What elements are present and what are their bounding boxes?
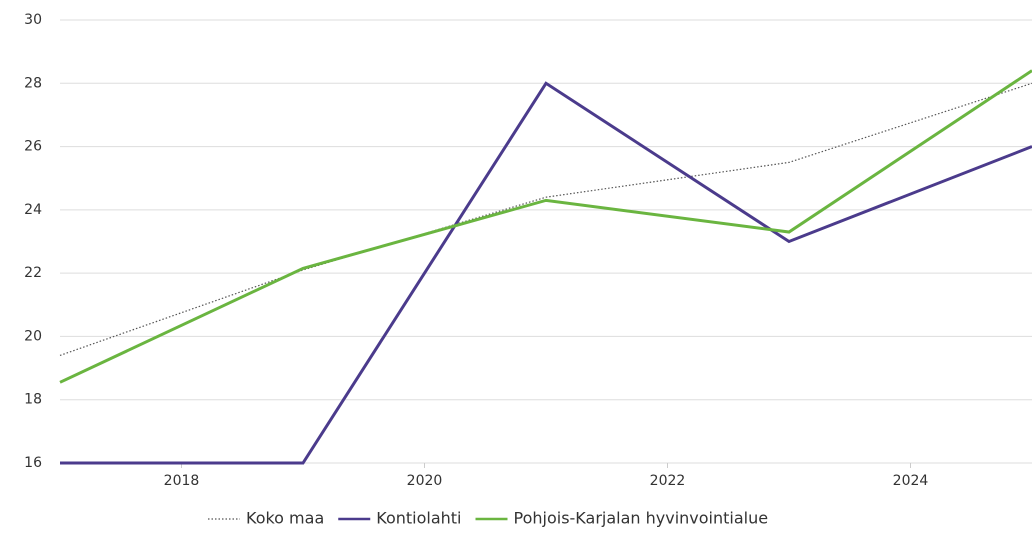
- x-tick-label: 2020: [407, 473, 443, 489]
- legend-label: Kontiolahti: [376, 509, 461, 528]
- y-tick-label: 24: [24, 202, 42, 218]
- x-tick-label: 2022: [650, 473, 686, 489]
- y-tick-label: 16: [24, 455, 42, 471]
- x-tick-label: 2018: [164, 473, 200, 489]
- legend: Koko maa Kontiolahti Pohjois-Karjalan hyvi…: [208, 509, 768, 528]
- y-tick-label: 18: [24, 392, 42, 408]
- series-line: [59, 82, 1032, 356]
- legend-label: Pohjois-Karjalan hyvinvointialue: [514, 509, 769, 528]
- series-line: [60, 81, 1032, 465]
- series-line: [59, 69, 1032, 384]
- y-tick-label: 20: [24, 328, 42, 344]
- y-tick-label: 22: [24, 265, 42, 281]
- y-tick-label: 28: [24, 75, 42, 91]
- y-tick-label: 26: [24, 139, 42, 155]
- x-tick-label: 2024: [893, 473, 929, 489]
- legend-label: Koko maa: [246, 509, 324, 528]
- y-tick-label: 30: [24, 12, 42, 28]
